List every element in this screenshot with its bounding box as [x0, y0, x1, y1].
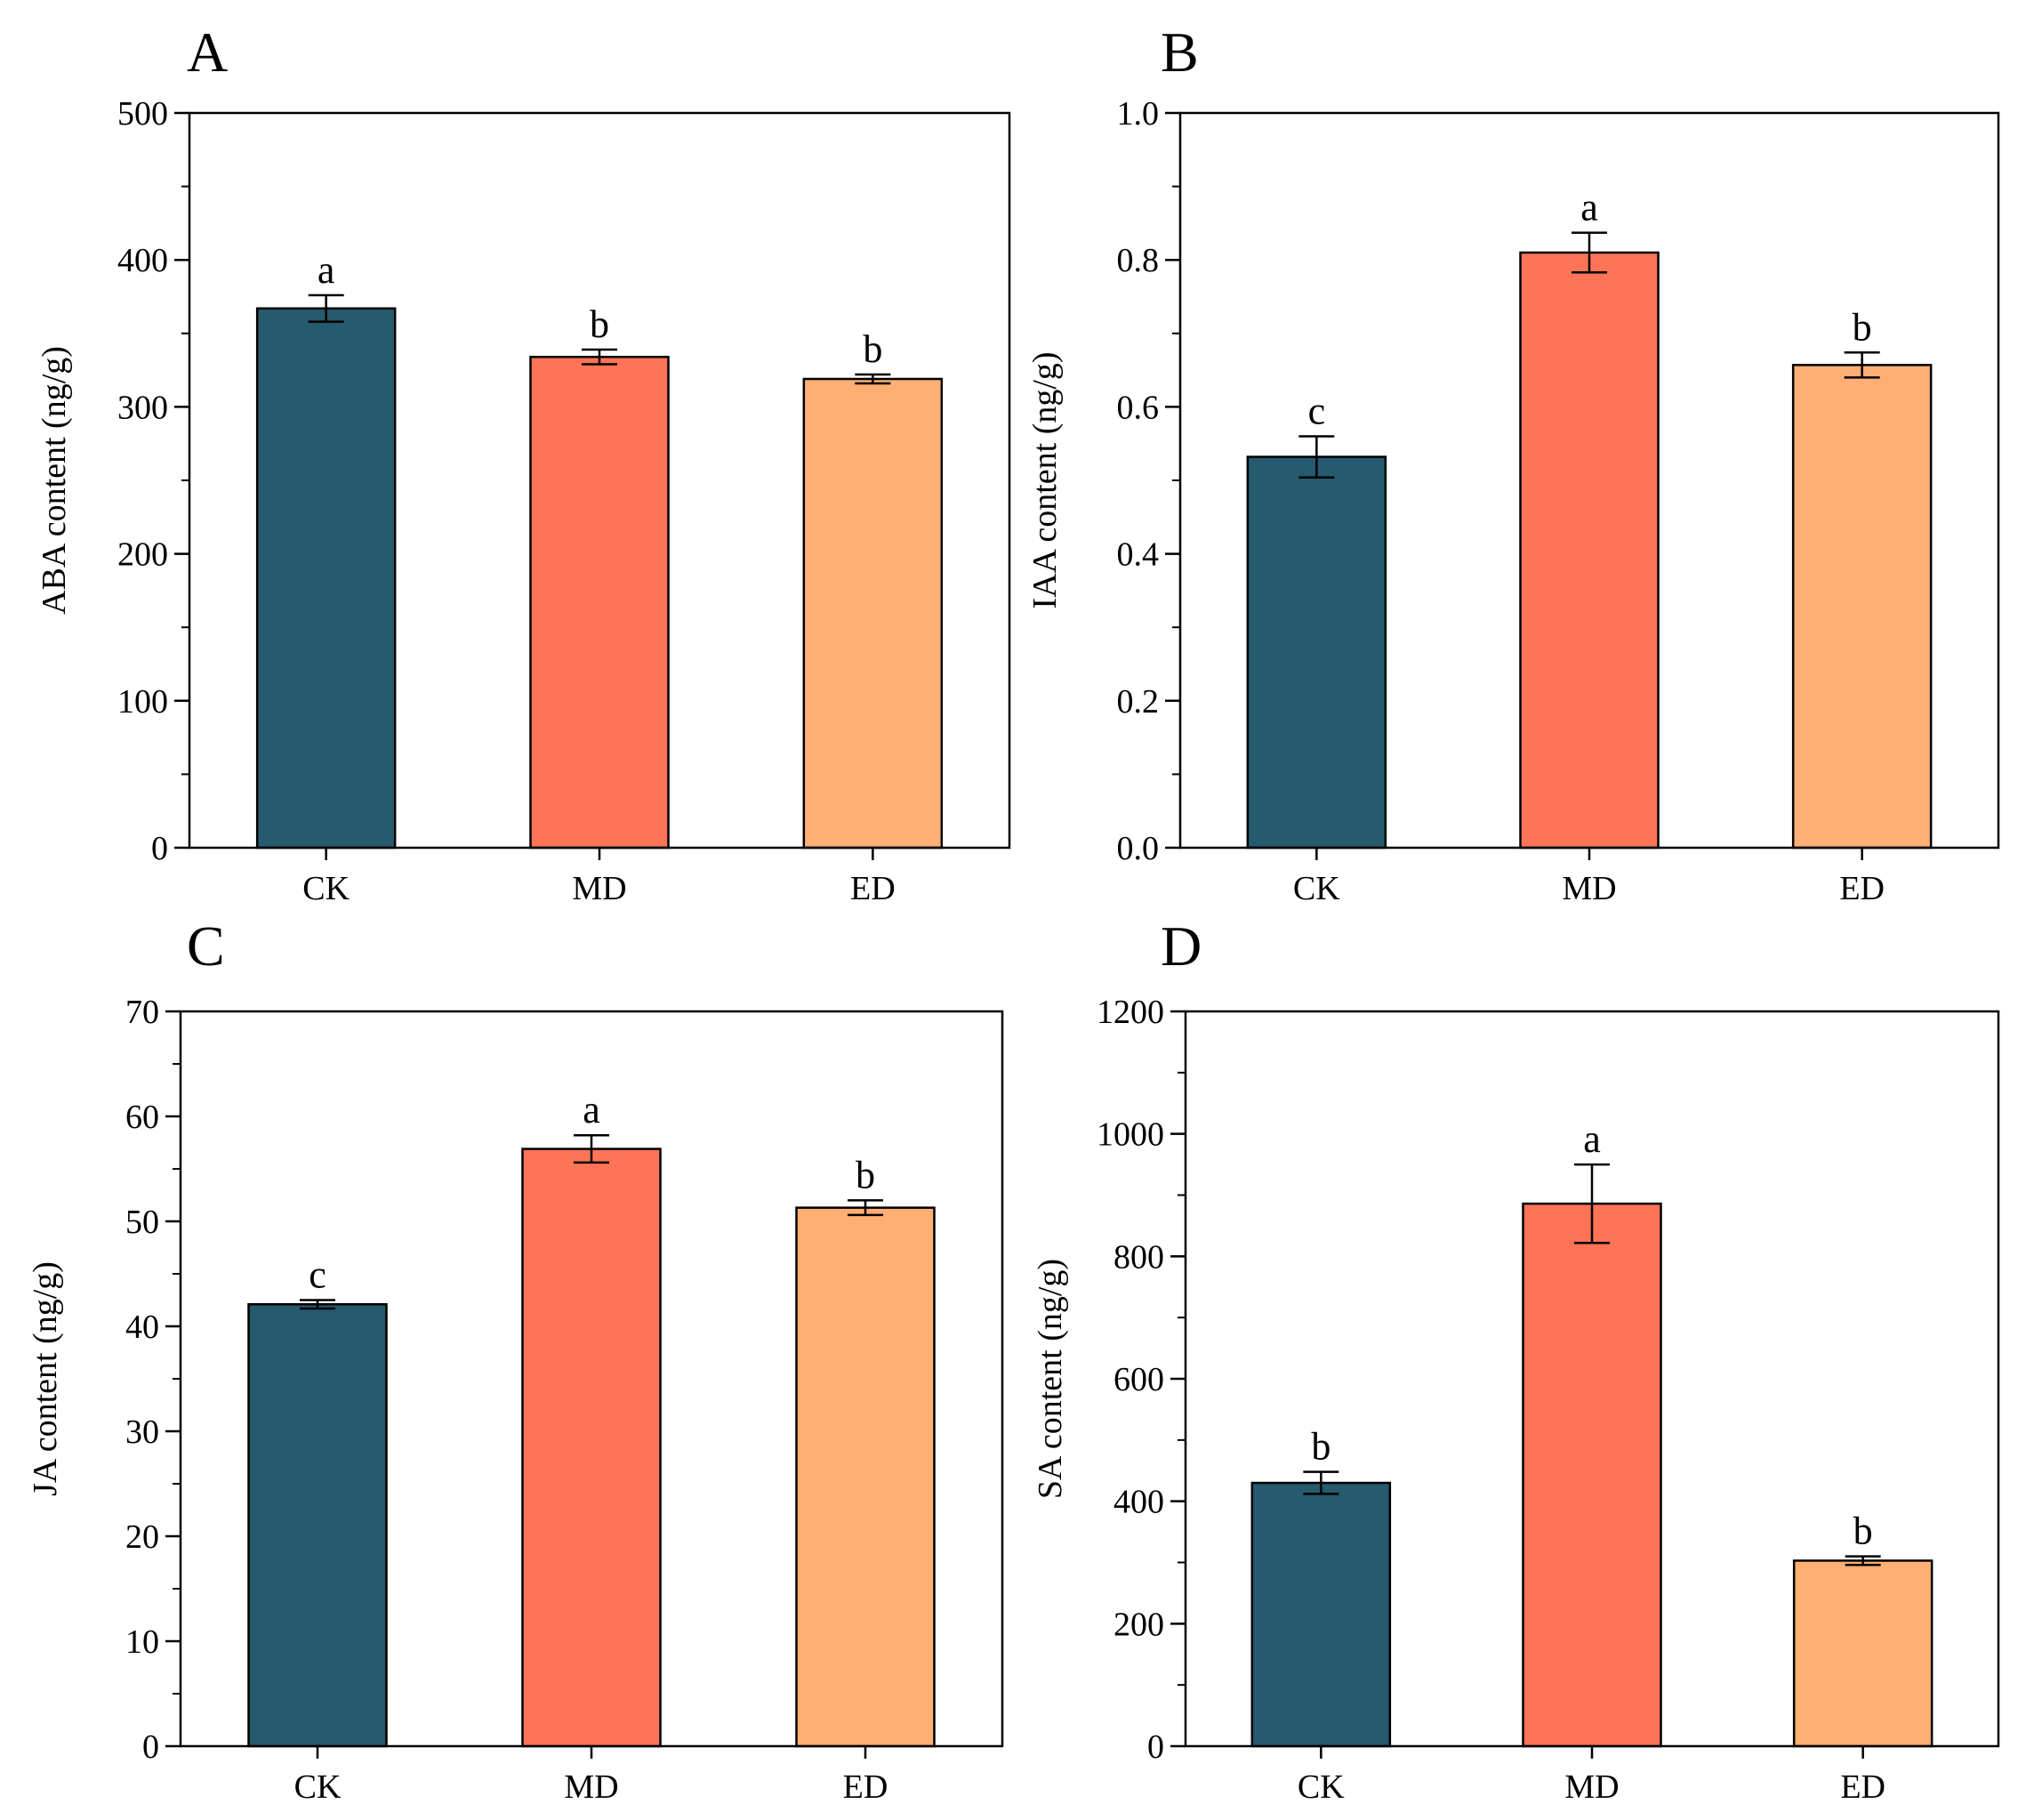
bar-md — [1519, 251, 1660, 850]
significance-label: b — [863, 327, 882, 371]
y-axis-label: SA content (ng/g) — [1032, 1259, 1069, 1499]
y-tick-label: 50 — [125, 1204, 159, 1241]
y-axis-label: ABA content (ng/g) — [36, 346, 73, 615]
bar-md — [529, 355, 670, 850]
bar-ck — [1246, 455, 1387, 850]
significance-label: c — [1308, 389, 1326, 432]
y-tick-label: 200 — [1113, 1606, 1164, 1643]
y-tick-label: 100 — [117, 683, 168, 721]
y-tick-label: 800 — [1113, 1238, 1164, 1276]
panel-letter: D — [1161, 914, 1202, 978]
y-tick-label: 300 — [117, 389, 168, 426]
plot-frame — [1178, 111, 2000, 850]
y-tick-label: 70 — [125, 994, 159, 1031]
x-tick-label: ED — [843, 1768, 888, 1806]
x-tick-label: ED — [1839, 870, 1885, 907]
y-axis-label: IAA content (ng/g) — [1026, 351, 1064, 608]
y-tick-label: 0.6 — [1117, 389, 1160, 426]
bar-ed — [795, 1206, 936, 1748]
y-tick-label: 10 — [125, 1623, 159, 1661]
y-tick-label: 0.8 — [1117, 242, 1160, 279]
plot-frame — [179, 1010, 1004, 1748]
y-tick-label: 0 — [151, 830, 168, 867]
plot-frame — [1184, 1010, 2000, 1748]
y-tick-label: 1000 — [1097, 1116, 1164, 1154]
x-tick-label: ED — [1840, 1768, 1885, 1806]
significance-label: b — [1853, 1510, 1873, 1553]
y-tick-label: 1200 — [1097, 994, 1164, 1031]
x-tick-label: MD — [1562, 870, 1616, 907]
bar-ed — [1792, 1559, 1934, 1748]
panel-c: C 0 10 20 30 40 50 60 70 JA content (ng/g) c CK a MD b… — [27, 914, 1004, 1806]
y-tick-label: 0 — [142, 1728, 159, 1766]
y-tick-label: 600 — [1113, 1361, 1164, 1398]
panel-d: D 0 200 400 600 800 1000 1200 SA content (ng/g) b… — [1032, 914, 2000, 1806]
bar-ed — [802, 377, 944, 850]
panel-a: A 0 100 200 300 400 500 ABA content (ng/g) a CK b M… — [36, 20, 1011, 907]
y-axis-label: JA content (ng/g) — [27, 1261, 64, 1496]
y-tick-label: 400 — [1113, 1484, 1164, 1521]
x-tick-label: ED — [850, 870, 896, 907]
bar-ck — [1250, 1481, 1392, 1748]
significance-label: b — [856, 1153, 875, 1196]
bar-md — [521, 1148, 662, 1748]
significance-label: b — [1311, 1425, 1331, 1469]
x-tick-label: CK — [1298, 1768, 1345, 1806]
y-tick-label: 0.0 — [1117, 830, 1160, 867]
x-tick-label: MD — [572, 870, 626, 907]
bar-ed — [1791, 364, 1933, 850]
plot-frame — [188, 111, 1011, 850]
y-tick-label: 1.0 — [1117, 95, 1160, 133]
y-tick-label: 0.2 — [1117, 683, 1160, 721]
x-tick-label: MD — [1564, 1768, 1619, 1806]
significance-label: c — [309, 1253, 326, 1297]
y-tick-label: 30 — [125, 1413, 159, 1451]
y-tick-label: 60 — [125, 1099, 159, 1136]
significance-label: a — [318, 248, 335, 292]
significance-label: a — [1580, 186, 1598, 230]
significance-label: b — [590, 302, 609, 346]
y-tick-label: 200 — [117, 536, 168, 574]
panel-b: B 0.0 0.2 0.4 0.6 0.8 1.0 IAA content (ng/g) c CK… — [1026, 20, 2000, 907]
y-tick-label: 0.4 — [1117, 536, 1160, 574]
y-tick-label: 0 — [1147, 1728, 1164, 1766]
significance-label: b — [1853, 305, 1872, 349]
y-tick-label: 40 — [125, 1309, 159, 1346]
x-tick-label: MD — [564, 1768, 618, 1806]
y-tick-label: 20 — [125, 1518, 159, 1556]
panel-letter: A — [187, 20, 228, 84]
bar-md — [1522, 1202, 1662, 1748]
x-tick-label: CK — [1293, 870, 1340, 907]
bar-ck — [247, 1302, 388, 1748]
y-tick-label: 400 — [117, 242, 168, 279]
significance-label: a — [583, 1088, 600, 1131]
x-tick-label: CK — [302, 870, 350, 907]
significance-label: a — [1583, 1117, 1601, 1161]
panel-letter: B — [1161, 20, 1199, 84]
y-tick-label: 500 — [117, 95, 168, 133]
panel-letter: C — [187, 914, 225, 978]
bar-ck — [255, 307, 397, 850]
x-tick-label: CK — [294, 1768, 342, 1806]
